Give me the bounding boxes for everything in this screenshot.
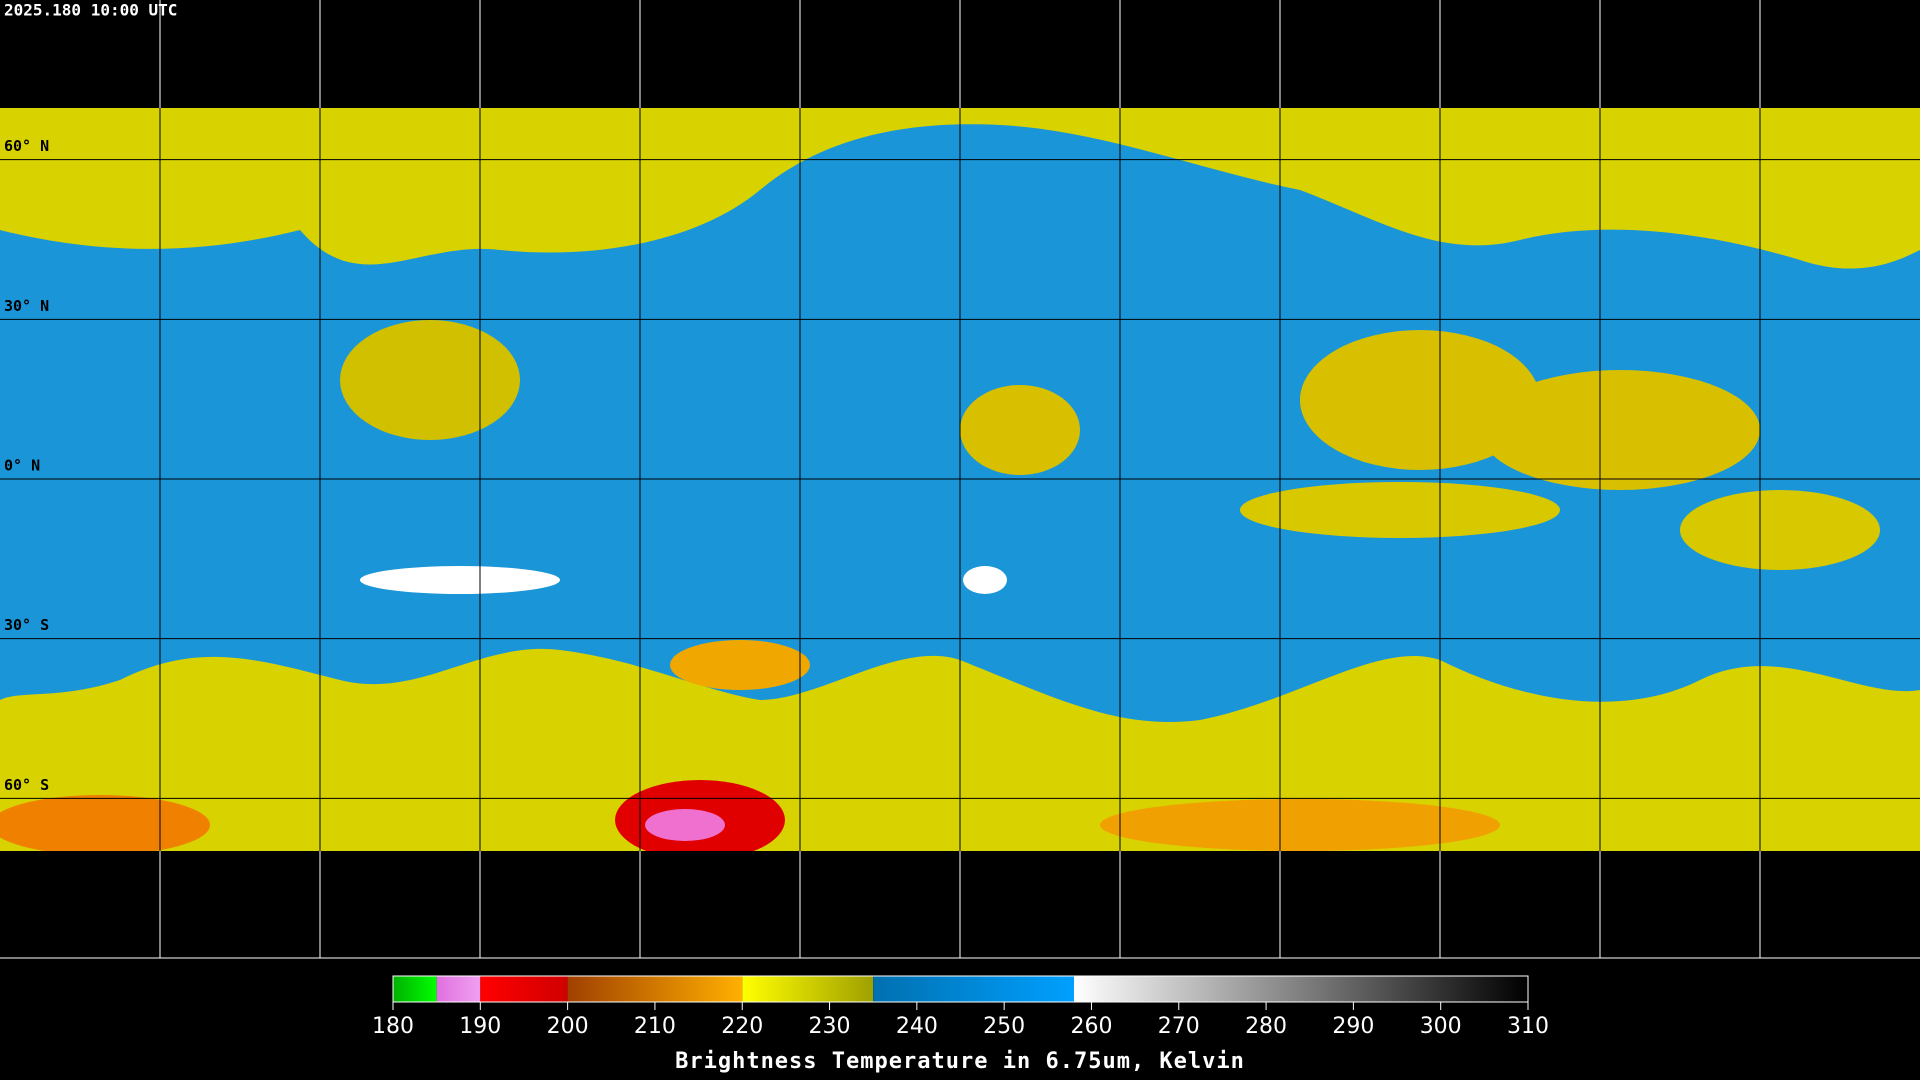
colorbar-segment bbox=[436, 976, 481, 1002]
lat-label: 0° N bbox=[4, 457, 40, 475]
colorbar-tick-label: 220 bbox=[721, 1014, 763, 1039]
timestamp: 2025.180 10:00 UTC bbox=[4, 1, 177, 20]
colorbar-tick-label: 310 bbox=[1507, 1014, 1549, 1039]
lat-label: 60° N bbox=[4, 137, 49, 155]
colorbar-segment bbox=[1074, 976, 1528, 1002]
colorbar-tick-label: 210 bbox=[634, 1014, 676, 1039]
colorbar-tick-label: 240 bbox=[896, 1014, 938, 1039]
colorbar-tick-label: 230 bbox=[809, 1014, 851, 1039]
lat-label: 30° S bbox=[4, 616, 49, 634]
lat-label: 30° N bbox=[4, 297, 49, 315]
colorbar-tick-label: 280 bbox=[1245, 1014, 1287, 1039]
lat-label: 60° S bbox=[4, 776, 49, 794]
colorbar-segment bbox=[873, 976, 1074, 1002]
colorbar-tick-label: 300 bbox=[1420, 1014, 1462, 1039]
colorbar-frame bbox=[392, 975, 1529, 1003]
colorbar-tick-label: 290 bbox=[1332, 1014, 1374, 1039]
colorbar-segment bbox=[567, 976, 743, 1002]
colorbar-tick-label: 180 bbox=[372, 1014, 414, 1039]
colorbar-tick-label: 250 bbox=[983, 1014, 1025, 1039]
colorbar-segment bbox=[742, 976, 874, 1002]
colorbar-segment bbox=[480, 976, 568, 1002]
colorbar-tick-label: 190 bbox=[459, 1014, 501, 1039]
colorbar-tick-label: 260 bbox=[1070, 1014, 1112, 1039]
colorbar: 180 190 200 210 220 230 240 250 260 270 280 290 300 3… bbox=[372, 975, 1549, 1039]
colorbar-segment bbox=[393, 976, 437, 1002]
colorbar-label: Brightness Temperature in 6.75um, Kelvin bbox=[675, 1049, 1245, 1074]
colorbar-tick-label: 270 bbox=[1158, 1014, 1200, 1039]
graticule bbox=[0, 0, 1920, 959]
colorbar-tick-label: 200 bbox=[547, 1014, 589, 1039]
lat-labels: 60° N 30° N 0° N 30° S 60° S bbox=[4, 137, 49, 794]
